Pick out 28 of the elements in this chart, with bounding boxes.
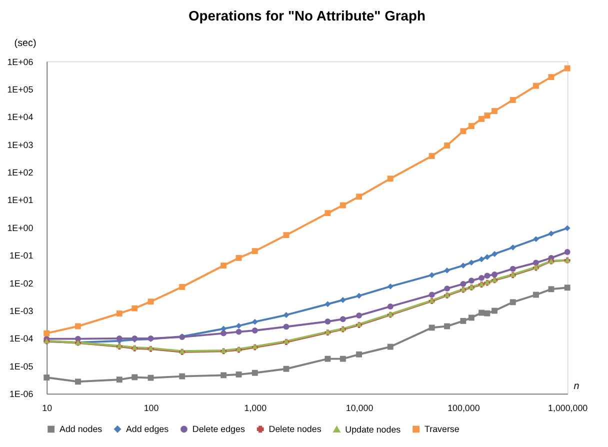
legend-label: Add edges: [126, 424, 170, 434]
chart-title: Operations for "No Attribute" Graph: [188, 8, 426, 24]
y-tick-label: 1E-04: [9, 334, 34, 344]
y-tick-label: 1E+06: [7, 56, 34, 67]
y-tick-label: 1E-03: [9, 306, 34, 316]
y-tick-label: 1E-02: [9, 278, 34, 288]
x-tick-label: 1,000: [244, 402, 267, 413]
x-tick-label: 100: [144, 402, 159, 413]
y-axis-title: (sec): [14, 38, 36, 49]
y-tick-label: 1E+00: [7, 222, 34, 233]
legend-label: Delete edges: [192, 424, 246, 434]
legend-label: Delete nodes: [268, 424, 322, 434]
y-tick-label: 1E+01: [7, 195, 34, 206]
x-tick-label: 100,000: [448, 402, 480, 413]
y-tick-label: 1E+02: [7, 168, 34, 178]
legend-label: Traverse: [424, 424, 460, 434]
y-tick-label: 1E-06: [9, 389, 34, 400]
y-tick-label: 1E+04: [7, 112, 34, 122]
y-tick-label: 1E-01: [9, 250, 34, 261]
legend-label: Update nodes: [345, 424, 402, 434]
y-tick-label: 1E+03: [7, 140, 34, 150]
y-tick-label: 1E-05: [9, 361, 34, 372]
y-tick-label: 1E+05: [7, 84, 34, 94]
x-axis-title: n: [574, 381, 580, 392]
legend-label: Add nodes: [60, 424, 103, 434]
x-tick-label: 10: [42, 402, 52, 413]
x-tick-label: 1,000,000: [548, 402, 588, 413]
x-tick-label: 10,000: [346, 402, 374, 413]
